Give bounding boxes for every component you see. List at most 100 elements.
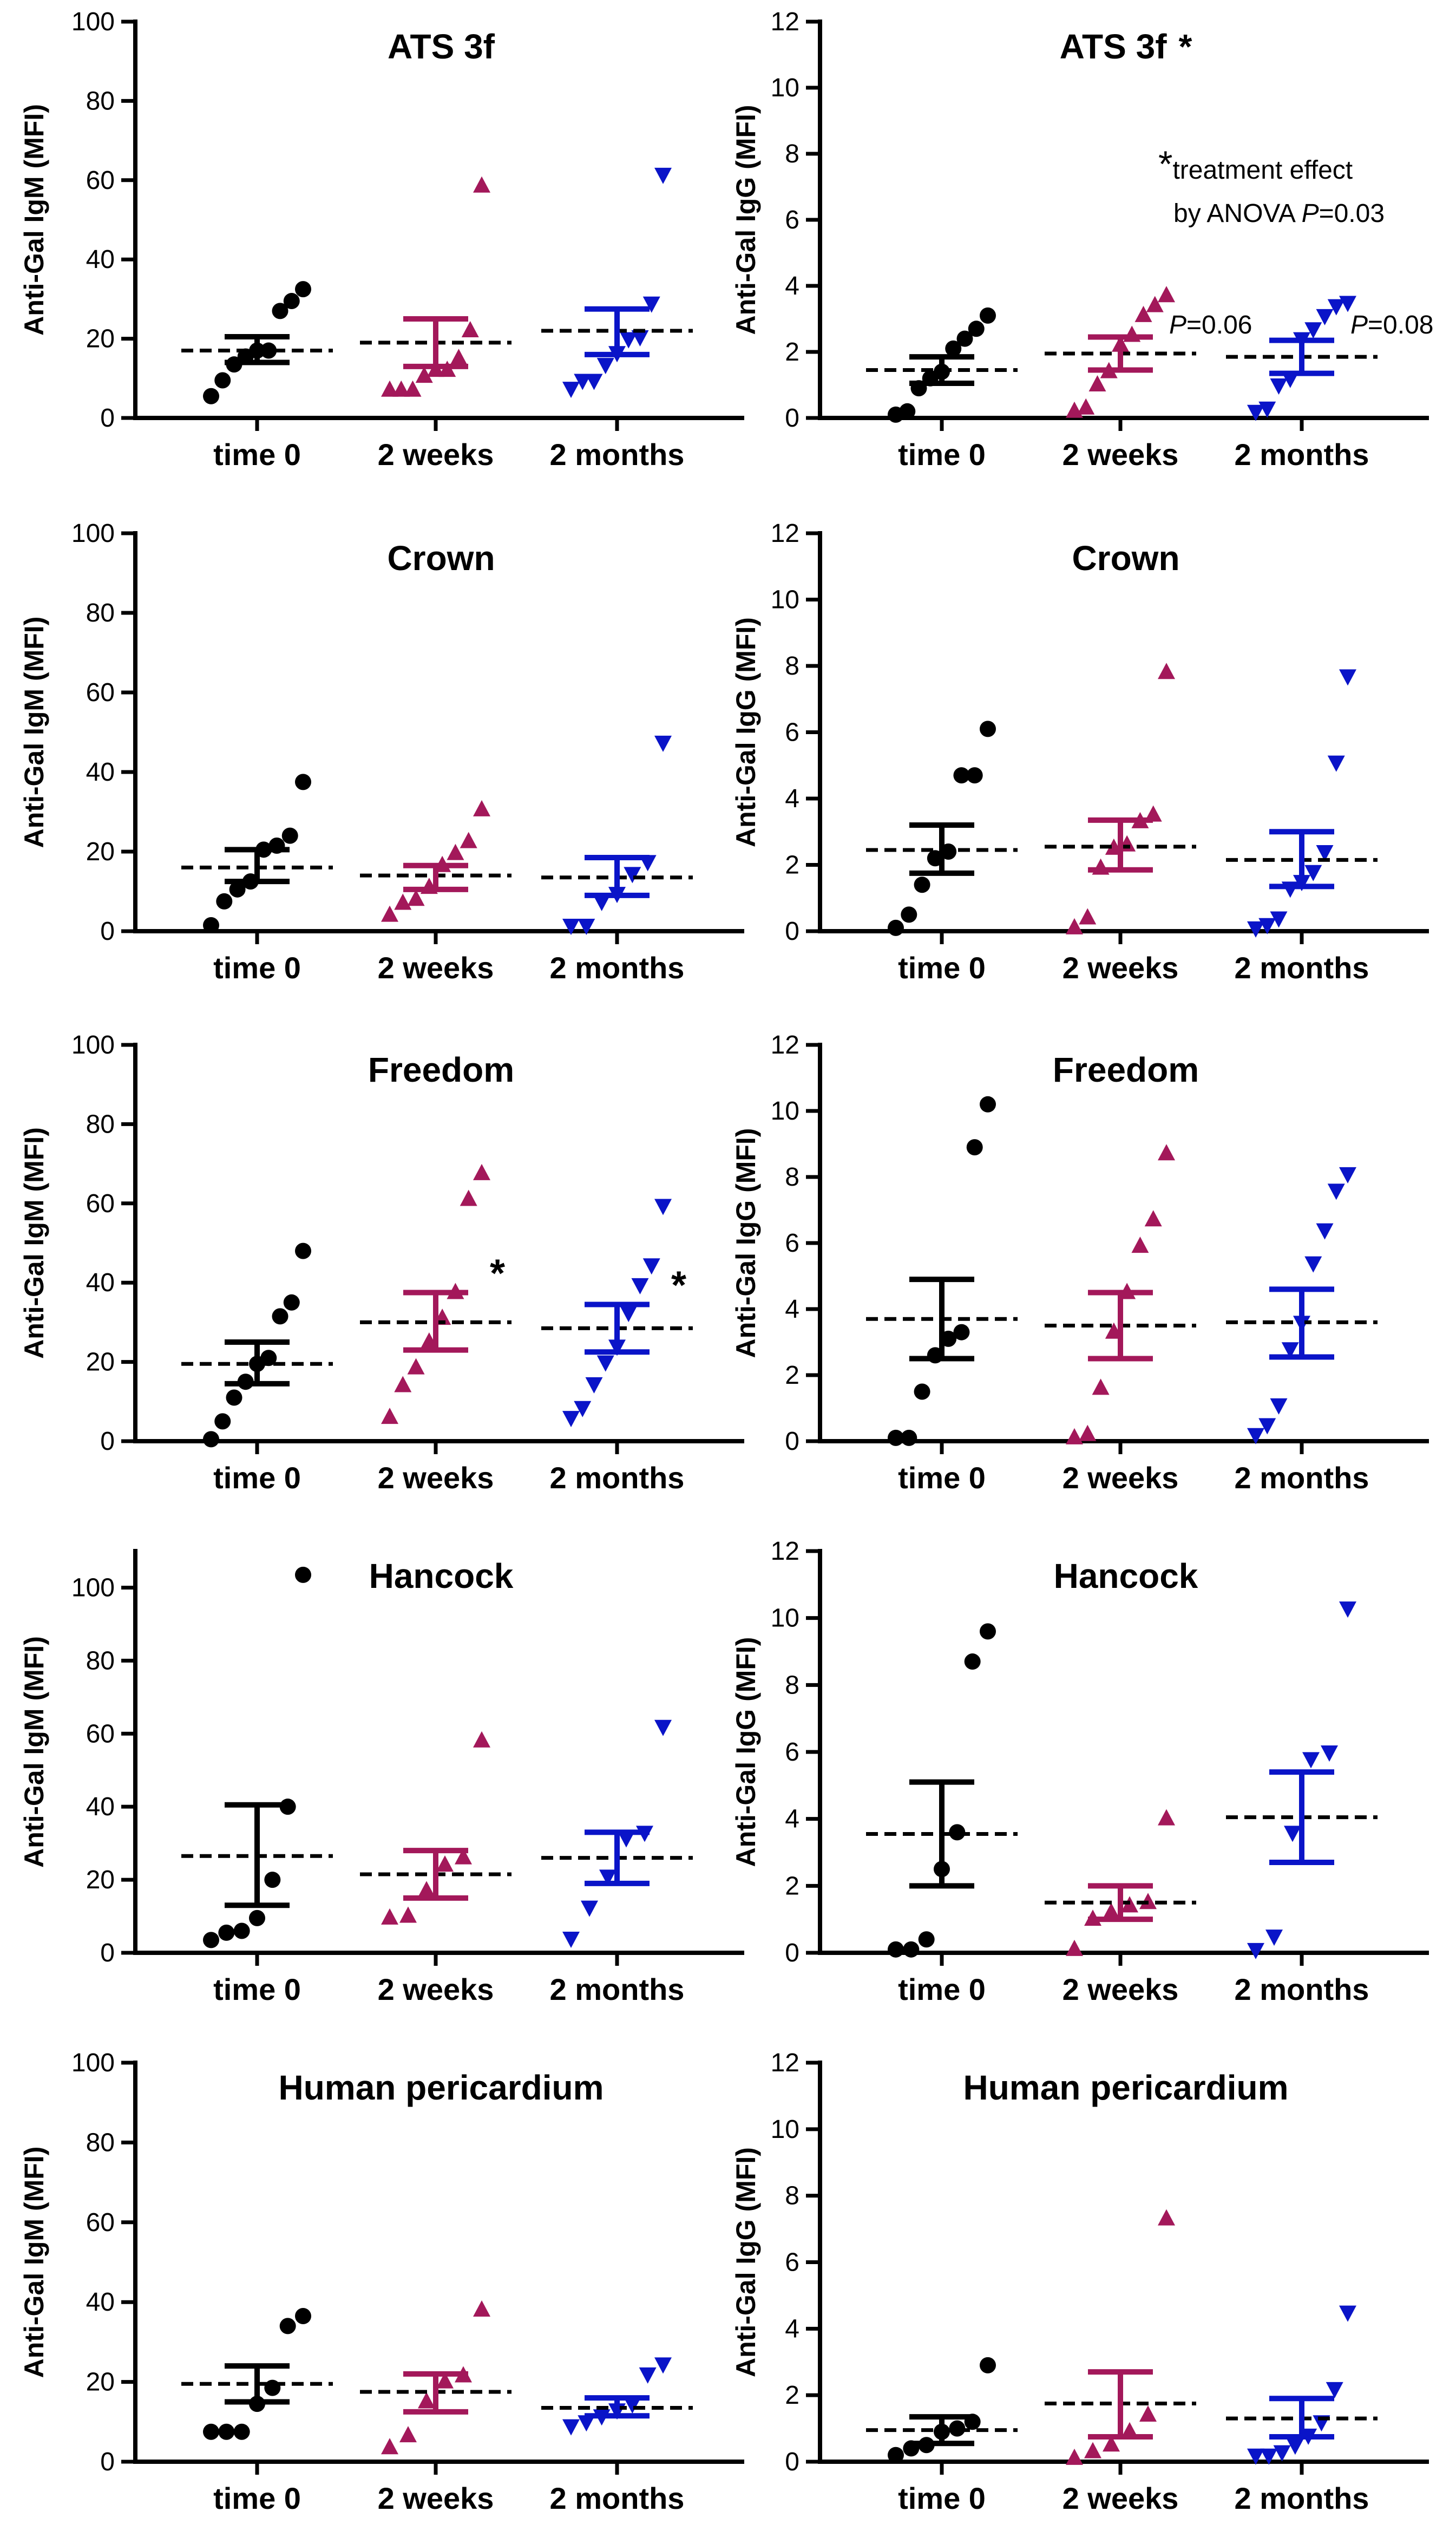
chart-1-igm-x-label-time0: time 0 [213, 437, 301, 472]
chart-3-igg-time0-point-6 [953, 1324, 969, 1340]
chart-5-igm-y-tick-label-60: 60 [86, 2208, 115, 2237]
chart-3-igg-time0-point-8 [980, 1096, 996, 1113]
chart-1-igg-months2-point-3 [1270, 378, 1288, 395]
chart-3-igg-y-tick-label-10: 10 [771, 1097, 799, 1126]
chart-1-igg-time0-point-2 [899, 403, 915, 420]
chart-4-igg-y-tick-label-6: 6 [785, 1738, 799, 1767]
chart-4-igm-y-tick-label-40: 40 [86, 1793, 115, 1821]
chart-5-igg-y-tick-label-8: 8 [785, 2182, 799, 2210]
chart-1-igg-ylabel: Anti-Gal IgG (MFI) [731, 105, 761, 335]
chart-5-igg-months2-point-3 [1274, 2445, 1291, 2462]
chart-3-igm-y-tick-label-40: 40 [86, 1268, 115, 1297]
chart-4-igg-time0-point-7 [980, 1623, 996, 1639]
chart-3-igm-time0-point-9 [295, 1243, 311, 1259]
chart-4-igm-y-tick-label-0: 0 [100, 1939, 115, 1967]
chart-5-igm-weeks2-point-1 [381, 2438, 398, 2454]
chart-5-igm-time0-point-1 [203, 2424, 219, 2440]
chart-4-igm-time0-point-7 [295, 1567, 311, 1583]
chart-4-igg-months2-point-3 [1284, 1826, 1301, 1842]
chart-5-igm-weeks2-point-3 [418, 2392, 435, 2408]
chart-4-igm-weeks2-point-6 [473, 1731, 490, 1748]
chart-2-igm-weeks2-point-8 [473, 800, 490, 816]
chart-5-igg-x-label-time0: time 0 [898, 2481, 986, 2515]
chart-4-igg-y-tick-label-2: 2 [785, 1872, 799, 1900]
chart-1-igg-title: ATS 3f * [1060, 27, 1192, 66]
chart-4-igm-y-tick-label-20: 20 [86, 1866, 115, 1894]
chart-3-igm-time0-point-2 [214, 1413, 231, 1429]
chart-1-igm-x-label-months2: 2 months [550, 437, 685, 472]
chart-3-igm-title: Freedom [368, 1050, 514, 1089]
chart-2-igg-y-tick-label-8: 8 [785, 652, 799, 681]
chart-2-igg-x-label-weeks2: 2 weeks [1063, 951, 1179, 985]
chart-3-igm-y-tick-label-100: 100 [71, 1031, 115, 1060]
chart-5-igg-months2-point-8 [1339, 2306, 1356, 2322]
chart-5-igg-y-tick-label-0: 0 [785, 2448, 799, 2476]
chart-2-igm-y-tick-label-40: 40 [86, 758, 115, 787]
chart-1-igg-y-tick-label-4: 4 [785, 272, 799, 300]
chart-4-igm-weeks2-point-1 [381, 1908, 398, 1925]
chart-4-igg-time0-point-3 [919, 1931, 935, 1947]
chart-3-igg-weeks2-point-3 [1092, 1378, 1110, 1395]
chart-2-igm-weeks2-point-2 [394, 894, 411, 910]
chart-3-igg-time0-point-3 [914, 1384, 930, 1400]
chart-2-igg-y-tick-label-12: 12 [771, 519, 799, 548]
chart-1-igg-title-significance: * [1179, 27, 1192, 66]
chart-1-igm-y-tick-label-100: 100 [71, 8, 115, 36]
chart-4-igg-y-tick-label-8: 8 [785, 1671, 799, 1699]
chart-3-igm-months2-point-4 [597, 1356, 614, 1372]
chart-4-igg-months2-point-6 [1339, 1601, 1356, 1618]
chart-5-igm-time0-point-2 [218, 2424, 234, 2440]
chart-4-igg-months2-point-5 [1321, 1745, 1338, 1762]
chart-1-igm-y-tick-label-0: 0 [100, 404, 115, 433]
chart-4-igm-months2-point-6 [654, 1720, 672, 1736]
chart-1-igg-y-tick-label-10: 10 [771, 74, 799, 102]
chart-2-igg-y-tick-label-4: 4 [785, 784, 799, 813]
chart-5-igm-y-tick-label-20: 20 [86, 2368, 115, 2397]
figure: 020406080100Anti-Gal IgM (MFI)time 02 we… [0, 0, 1456, 2531]
chart-1-igm: 020406080100Anti-Gal IgM (MFI)time 02 we… [19, 8, 744, 472]
chart-3-igm-months2-point-3 [586, 1377, 603, 1394]
chart-1-igg-y-tick-label-2: 2 [785, 338, 799, 367]
chart-4-igm-months2-point-1 [562, 1932, 580, 1948]
chart-4-igm-x-label-months2: 2 months [550, 1972, 685, 2006]
chart-4-igg-weeks2-point-1 [1066, 1940, 1083, 1956]
chart-1-igm-months2-point-9 [654, 168, 672, 184]
chart-2-igm-time0-point-8 [295, 774, 311, 790]
chart-1-igm-months2-point-4 [597, 358, 614, 374]
chart-2-igg-title: Crown [1072, 539, 1179, 578]
chart-2-igg-months2-point-8 [1328, 756, 1345, 772]
chart-3-igm-ylabel: Anti-Gal IgM (MFI) [19, 1127, 49, 1359]
chart-4-igm-weeks2-point-4 [436, 1855, 454, 1872]
chart-3-igg-ylabel: Anti-Gal IgG (MFI) [731, 1128, 761, 1358]
chart-4-igm-ylabel: Anti-Gal IgM (MFI) [19, 1636, 49, 1868]
chart-3-igg-y-tick-label-4: 4 [785, 1295, 799, 1324]
chart-4-igg-time0-point-1 [888, 1941, 904, 1958]
chart-5-igm-time0-point-3 [234, 2424, 250, 2440]
chart-4-igg-y-tick-label-4: 4 [785, 1805, 799, 1834]
chart-3-igg-weeks2-point-2 [1079, 1425, 1096, 1441]
chart-2-igm-y-tick-label-0: 0 [100, 917, 115, 946]
chart-1-igm-weeks2-point-9 [473, 176, 490, 193]
chart-4-igm-time0-point-1 [203, 1932, 219, 1948]
chart-2-igg: 024681012Anti-Gal IgG (MFI)time 02 weeks… [731, 519, 1429, 985]
chart-5-igg-y-tick-label-10: 10 [771, 2115, 799, 2144]
chart-4-igm-x-label-weeks2: 2 weeks [378, 1972, 494, 2006]
chart-5-igm-x-label-time0: time 0 [213, 2481, 301, 2515]
chart-3-igm-months2-point-7 [632, 1278, 649, 1294]
chart-3-igg-months2-point-3 [1270, 1398, 1288, 1415]
chart-4-igg: 0 2 4 6 8 10 12 Anti-Gal IgG (MFI) time 0 2 weeks… [731, 1537, 1429, 2006]
chart-3-igg: 024681012Anti-Gal IgG (MFI)time 02 weeks… [731, 1031, 1429, 1495]
chart-4-igg-y-tick-label-0: 0 [785, 1939, 799, 1967]
chart-3-igg-y-tick-label-0: 0 [785, 1427, 799, 1456]
chart-2-igg-time0-point-7 [967, 767, 983, 783]
chart-4-igg-y-tick-label-12: 12 [771, 1537, 799, 1566]
chart-5-igm-y-tick-label-100: 100 [71, 2049, 115, 2077]
chart-3-igg-weeks2-point-6 [1131, 1237, 1149, 1253]
chart-4-igg-y-tick-label-10: 10 [771, 1604, 799, 1633]
chart-3-igg-months2-point-8 [1328, 1183, 1345, 1200]
chart-3-igm-months2-point-6 [620, 1306, 637, 1322]
chart-3-igm-significance-star-weeks2: * [490, 1252, 505, 1296]
chart-3-igm-time0-point-7 [272, 1308, 288, 1324]
chart-1-igm-time0-point-1 [203, 388, 219, 404]
chart-4-igg-ylabel: Anti-Gal IgG (MFI) [731, 1637, 761, 1867]
